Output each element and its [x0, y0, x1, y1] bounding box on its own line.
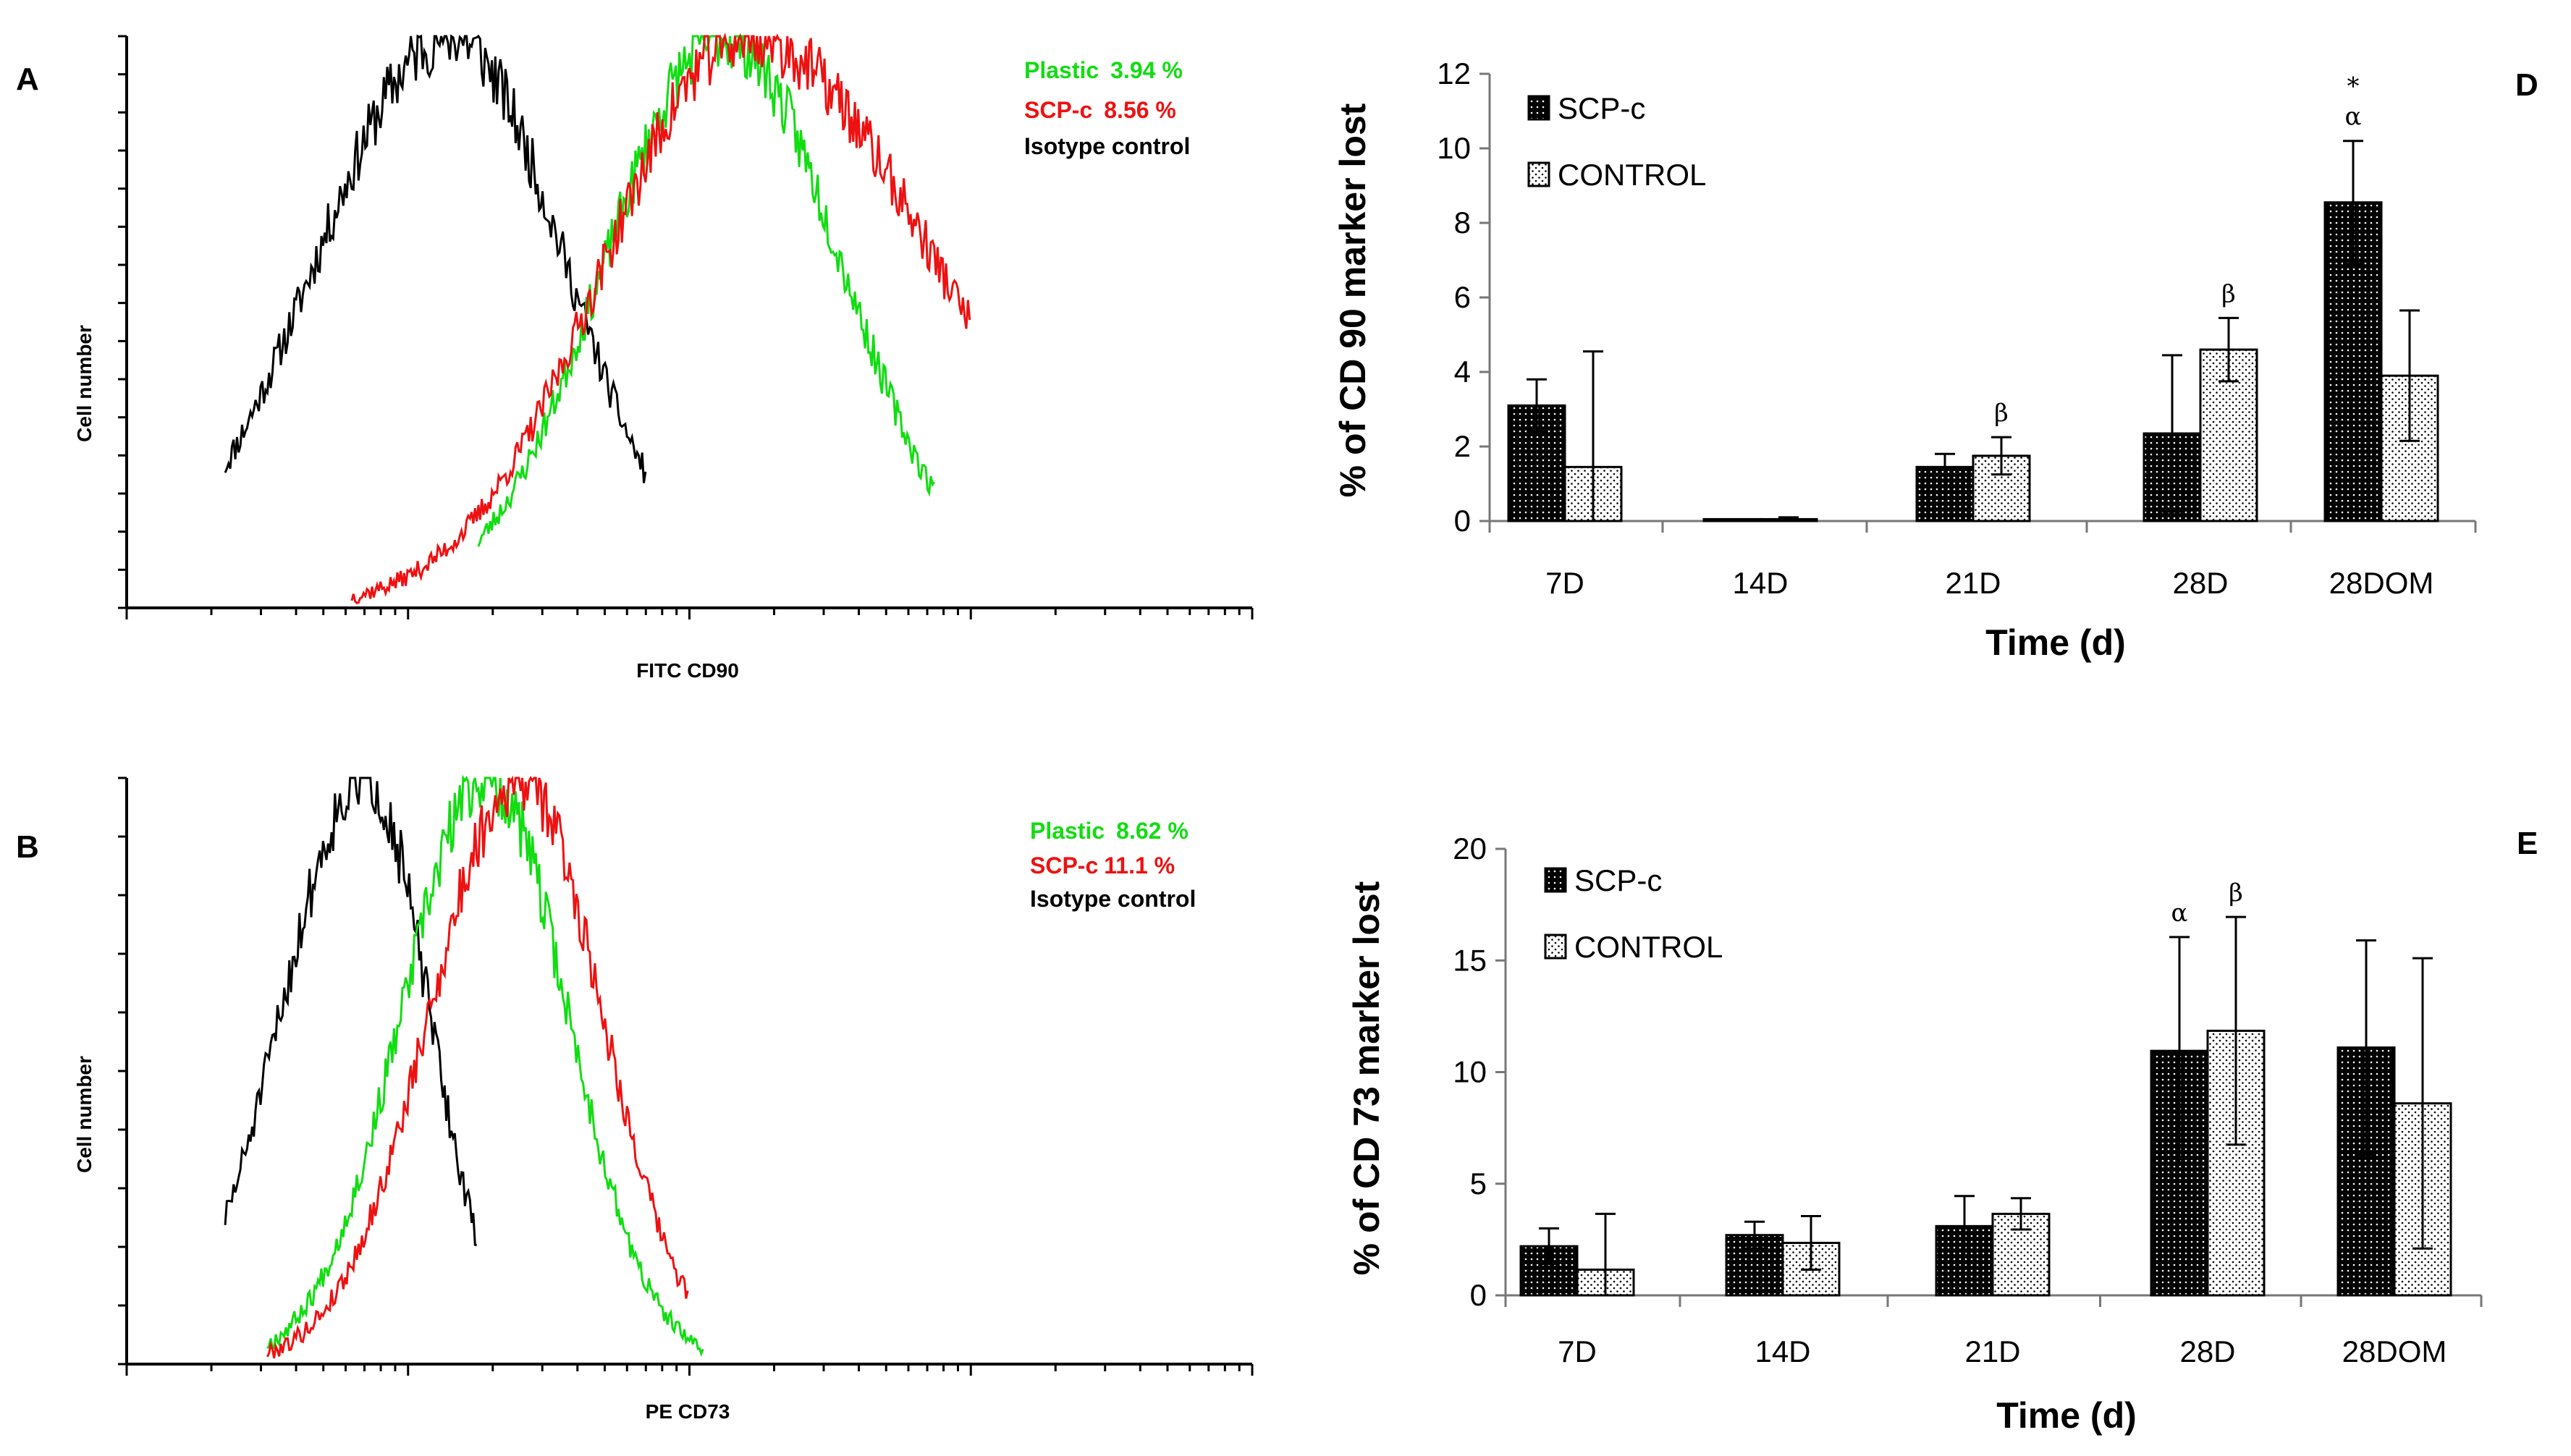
histogram-a: Cell number FITC CD90 Plastic 3.94 % SCP-…	[73, 32, 1254, 682]
histogram-curve-scp-c	[266, 775, 689, 1359]
histogram-a-axes	[118, 35, 1254, 619]
histogram-a-y-label: Cell number	[73, 325, 96, 442]
panel-label-b: B	[16, 829, 39, 865]
x-tick-label: 7D	[1545, 566, 1584, 600]
legend-a-isotype: Isotype control	[1024, 133, 1190, 159]
bar-chart-e-x-label: Time (d)	[1996, 1395, 2137, 1436]
histogram-b-y-label: Cell number	[73, 1056, 96, 1173]
y-tick-label: 15	[1453, 943, 1487, 977]
x-tick-label: 21D	[1964, 1334, 2020, 1368]
significance-marker: β	[2229, 879, 2243, 907]
histogram-a-legend: Plastic 3.94 % SCP-c 8.56 % Isotype contro…	[1024, 57, 1190, 159]
panel-label-d: D	[2515, 67, 2538, 103]
histogram-b-legend: Plastic 8.62 % SCP-c 11.1 % Isotype contro…	[1030, 818, 1196, 912]
legend-e-scp-swatch	[1544, 867, 1567, 893]
x-tick-label: 28D	[2172, 566, 2228, 600]
x-tick-label: 21D	[1945, 566, 2001, 600]
histogram-b-curves	[224, 774, 704, 1359]
y-tick-label: 20	[1453, 831, 1487, 865]
bar-chart-d-x-ticks: 7D 14D 21D 28D 28DOM	[1545, 566, 2433, 600]
histogram-curve-isotype-control	[224, 776, 477, 1247]
bar-chart-d-legend: SCP-c CONTROL	[1527, 91, 1706, 192]
legend-b-plastic: Plastic 8.62 %	[1030, 818, 1189, 844]
bar-scp-c-14d	[1702, 517, 1762, 522]
y-tick-label: 0	[1454, 504, 1471, 538]
bar-chart-e-y-label: % of CD 73 marker lost	[1346, 881, 1387, 1275]
x-tick-label: 28D	[2179, 1334, 2235, 1368]
histogram-b: Cell number PE CD73 Plastic 8.62 % SCP-c 1…	[73, 774, 1254, 1423]
legend-b-scp: SCP-c 11.1 %	[1030, 852, 1175, 879]
bar-chart-d-x-label: Time (d)	[1985, 622, 2126, 663]
histogram-a-curves	[224, 32, 971, 604]
y-tick-label: 10	[1453, 1055, 1487, 1089]
significance-marker: *	[2347, 72, 2360, 101]
significance-marker: β	[1994, 399, 2009, 428]
legend-a-scp: SCP-c 8.56 %	[1024, 97, 1176, 123]
legend-d-control-label: CONTROL	[1558, 158, 1706, 192]
histogram-curve-plastic	[477, 35, 935, 547]
x-tick-label: 14D	[1755, 1334, 1810, 1368]
x-tick-label: 14D	[1732, 566, 1788, 600]
bar-scp-c-28dom	[2323, 201, 2383, 522]
bar-chart-e-axes: 0 5 10 15 20	[1453, 831, 2483, 1312]
legend-e-control-label: CONTROL	[1574, 930, 1723, 964]
legend-b-isotype: Isotype control	[1030, 886, 1196, 912]
y-tick-label: 2	[1454, 429, 1471, 463]
histogram-curve-plastic	[266, 774, 704, 1357]
legend-d-control-swatch	[1527, 161, 1550, 187]
x-tick-label: 28DOM	[2329, 566, 2434, 600]
legend-e-control-swatch	[1544, 934, 1567, 960]
histogram-curve-scp-c	[350, 32, 971, 604]
legend-e-scp-label: SCP-c	[1574, 863, 1662, 897]
bar-chart-d-bars: β β α*	[1507, 72, 2439, 522]
legend-d-scp-label: SCP-c	[1558, 91, 1645, 125]
panel-label-e: E	[2517, 826, 2538, 861]
significance-marker: β	[2221, 279, 2236, 308]
bar-chart-d-y-label: % of CD 90 marker lost	[1333, 103, 1373, 497]
y-tick-label: 12	[1437, 56, 1471, 90]
bar-chart-e-bars: αβ	[1519, 879, 2452, 1297]
x-tick-label: 28DOM	[2342, 1334, 2447, 1368]
bar-chart-e-x-ticks: 7D 14D 21D 28D 28DOM	[1558, 1334, 2447, 1368]
legend-d-scp-swatch	[1527, 95, 1550, 121]
significance-marker: α	[2171, 899, 2188, 928]
significance-marker: α	[2345, 103, 2362, 132]
histogram-a-x-label: FITC CD90	[636, 659, 739, 682]
histogram-b-x-label: PE CD73	[646, 1400, 730, 1423]
y-tick-label: 5	[1470, 1167, 1487, 1201]
histogram-curve-isotype-control	[224, 34, 647, 483]
y-tick-label: 8	[1454, 206, 1471, 240]
bar-chart-d: 0 2 4 6 8 10 12 β β α* 7D 14D 21D 28D 28DOM % of CD …	[1333, 56, 2477, 663]
histogram-b-axes	[118, 776, 1254, 1376]
y-tick-label: 0	[1470, 1278, 1487, 1312]
x-tick-label: 7D	[1558, 1334, 1597, 1368]
legend-a-plastic: Plastic 3.94 %	[1024, 57, 1183, 83]
bar-chart-e-legend: SCP-c CONTROL	[1544, 863, 1723, 964]
panel-label-a: A	[16, 62, 39, 97]
y-tick-label: 10	[1437, 131, 1471, 165]
y-tick-label: 6	[1454, 280, 1471, 314]
y-tick-label: 4	[1454, 355, 1471, 389]
